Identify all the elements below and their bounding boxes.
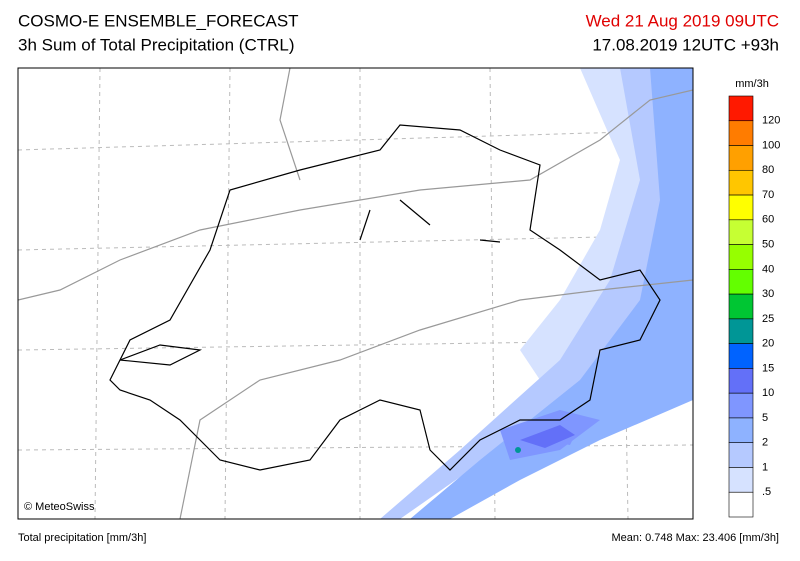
colorbar: 120 100 80 70 60 50 40 30 25 20 15 10 5 2 1 .5 [728, 95, 780, 518]
colorbar-box [728, 194, 754, 221]
colorbar-box [728, 467, 754, 493]
colorbar-label: 100 [762, 139, 780, 151]
title: COSMO-E ENSEMBLE_FORECAST [18, 11, 299, 30]
colorbar-label: 30 [762, 288, 774, 300]
colorbar-label: .5 [762, 486, 771, 498]
credit: © MeteoSwiss [24, 501, 95, 513]
colorbar-label: 2 [762, 437, 768, 449]
colorbar-box [728, 442, 754, 468]
colorbar-label: 80 [762, 164, 774, 176]
colorbar-box [728, 145, 754, 171]
subtitle: 3h Sum of Total Precipitation (CTRL) [18, 35, 295, 54]
colorbar-box [728, 417, 754, 444]
legend-unit: mm/3h [735, 78, 769, 90]
colorbar-label: 5 [762, 412, 768, 424]
colorbar-label: 50 [762, 238, 774, 250]
colorbar-box [728, 120, 754, 146]
colorbar-box [728, 169, 754, 196]
colorbar-label: 70 [762, 189, 774, 201]
colorbar-box [728, 318, 754, 344]
colorbar-label: 60 [762, 214, 774, 226]
colorbar-box [728, 269, 754, 295]
run-time: 17.08.2019 12UTC +93h [592, 35, 779, 54]
colorbar-box [728, 95, 754, 122]
valid-time: Wed 21 Aug 2019 09UTC [586, 11, 779, 30]
colorbar-box [728, 244, 754, 270]
colorbar-label: 1 [762, 461, 768, 473]
colorbar-box [728, 293, 754, 320]
colorbar-label: 20 [762, 338, 774, 350]
colorbar-label: 10 [762, 387, 774, 399]
colorbar-label: 15 [762, 362, 774, 374]
map: © MeteoSwiss [17, 67, 694, 520]
colorbar-box [728, 219, 754, 245]
colorbar-box [728, 343, 754, 369]
colorbar-label: 120 [762, 115, 780, 127]
footer-right: Mean: 0.748 Max: 23.406 [mm/3h] [611, 532, 779, 544]
colorbar-label: 40 [762, 263, 774, 275]
footer-left: Total precipitation [mm/3h] [18, 532, 146, 544]
colorbar-label: 25 [762, 313, 774, 325]
colorbar-box [728, 491, 754, 518]
colorbar-box [728, 368, 754, 394]
colorbar-box [728, 392, 754, 419]
